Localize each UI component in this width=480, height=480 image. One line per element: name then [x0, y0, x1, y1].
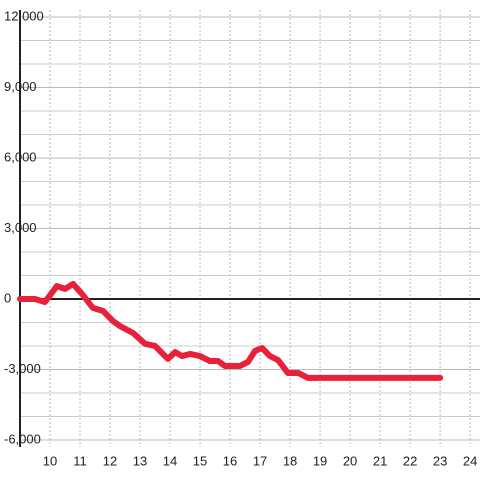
data-line — [17, 280, 444, 381]
x-tick-label: 14 — [163, 453, 177, 468]
x-tick-label: 13 — [133, 453, 147, 468]
x-tick-label: 15 — [193, 453, 207, 468]
x-tick-label: 20 — [343, 453, 357, 468]
y-tick-label: 12,000 — [4, 8, 44, 23]
x-tick-label: 22 — [403, 453, 417, 468]
y-tick-label: 0 — [4, 290, 11, 305]
x-tick-label: 23 — [433, 453, 447, 468]
x-tick-label: 19 — [313, 453, 327, 468]
x-tick-label: 18 — [283, 453, 297, 468]
x-tick-label: 16 — [223, 453, 237, 468]
x-tick-label: 17 — [253, 453, 267, 468]
y-tick-label: -3,000 — [4, 361, 41, 376]
x-tick-label: 21 — [373, 453, 387, 468]
y-tick-label: -6,000 — [4, 431, 41, 446]
x-tick-label: 24 — [463, 453, 477, 468]
x-tick-label: 12 — [103, 453, 117, 468]
x-tick-label: 10 — [43, 453, 57, 468]
x-tick-label: 11 — [73, 453, 87, 468]
